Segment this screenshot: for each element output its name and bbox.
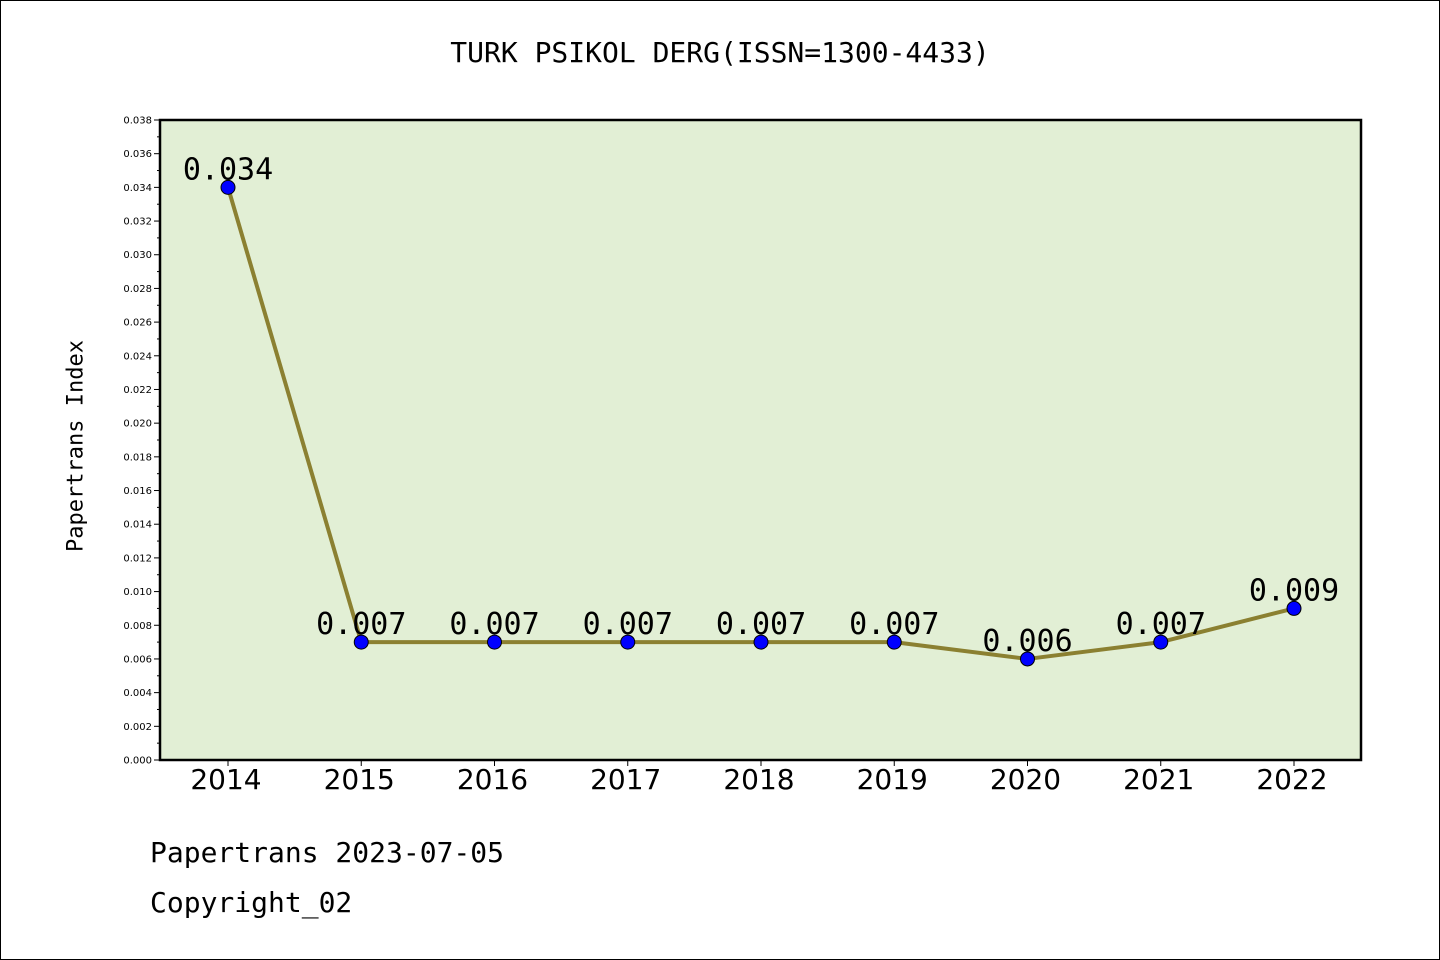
y-tick-label: 0.002 <box>123 722 152 733</box>
y-tick-label: 0.020 <box>123 419 152 430</box>
y-tick-label: 0.012 <box>123 553 152 564</box>
data-point <box>220 179 236 195</box>
y-tick-label: 0.008 <box>123 621 152 632</box>
y-tick-label: 0.026 <box>123 318 152 329</box>
data-point <box>1286 600 1302 616</box>
data-label: 0.007 <box>316 607 406 642</box>
x-tick-label: 2020 <box>990 763 1061 796</box>
x-tick-label: 2015 <box>324 763 395 796</box>
data-point <box>1020 651 1035 667</box>
footer-copyright: Copyright_02 <box>150 886 353 919</box>
y-tick-label: 0.006 <box>123 654 152 665</box>
y-tick-label: 0.018 <box>123 452 152 463</box>
x-tick-label: 2014 <box>190 763 261 796</box>
y-tick-label: 0.030 <box>123 250 152 261</box>
plot-frame <box>158 118 1363 762</box>
x-tick-label: 2018 <box>723 763 794 796</box>
y-tick-label: 0.004 <box>123 688 152 699</box>
y-tick-label: 0.016 <box>123 486 152 497</box>
y-tick-label: 0.014 <box>123 520 152 531</box>
y-tick-label: 0.010 <box>123 587 152 598</box>
data-point <box>753 634 769 650</box>
data-point <box>1153 634 1169 650</box>
data-point <box>353 634 369 650</box>
data-label: 0.007 <box>1116 607 1206 642</box>
data-label: 0.034 <box>183 152 273 187</box>
data-label: 0.006 <box>982 624 1072 659</box>
x-tick-label: 2021 <box>1123 763 1194 796</box>
data-label: 0.009 <box>1249 573 1339 608</box>
data-label: 0.007 <box>849 607 939 642</box>
y-tick-label: 0.000 <box>123 756 152 767</box>
y-tick-label: 0.034 <box>123 183 152 194</box>
data-point <box>487 634 502 650</box>
x-tick-label: 2022 <box>1256 763 1327 796</box>
x-tick-label: 2019 <box>857 763 928 796</box>
y-tick-label: 0.022 <box>123 385 152 396</box>
y-tick-label: 0.028 <box>123 284 152 295</box>
plot-background <box>160 120 1361 760</box>
data-point <box>620 634 636 650</box>
data-label: 0.007 <box>716 607 806 642</box>
y-tick-label: 0.038 <box>123 116 152 127</box>
y-tick-label: 0.036 <box>123 149 152 160</box>
y-tick-label: 0.024 <box>123 351 152 362</box>
data-point <box>886 634 902 650</box>
data-label: 0.007 <box>449 607 539 642</box>
x-tick-label: 2016 <box>457 763 528 796</box>
data-label: 0.007 <box>583 607 673 642</box>
chart-title: TURK PSIKOL DERG(ISSN=1300-4433) <box>450 36 990 69</box>
footer-date: Papertrans 2023-07-05 <box>150 836 505 869</box>
y-tick-label: 0.032 <box>123 217 152 228</box>
x-tick-label: 2017 <box>590 763 661 796</box>
